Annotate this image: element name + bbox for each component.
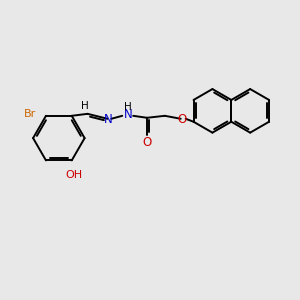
Text: O: O bbox=[142, 136, 152, 149]
Text: H: H bbox=[81, 101, 88, 111]
Text: O: O bbox=[177, 113, 186, 126]
Text: N: N bbox=[104, 113, 113, 126]
Text: Br: Br bbox=[24, 109, 36, 119]
Text: OH: OH bbox=[65, 170, 82, 180]
Text: H: H bbox=[124, 102, 132, 112]
Text: N: N bbox=[124, 108, 133, 121]
